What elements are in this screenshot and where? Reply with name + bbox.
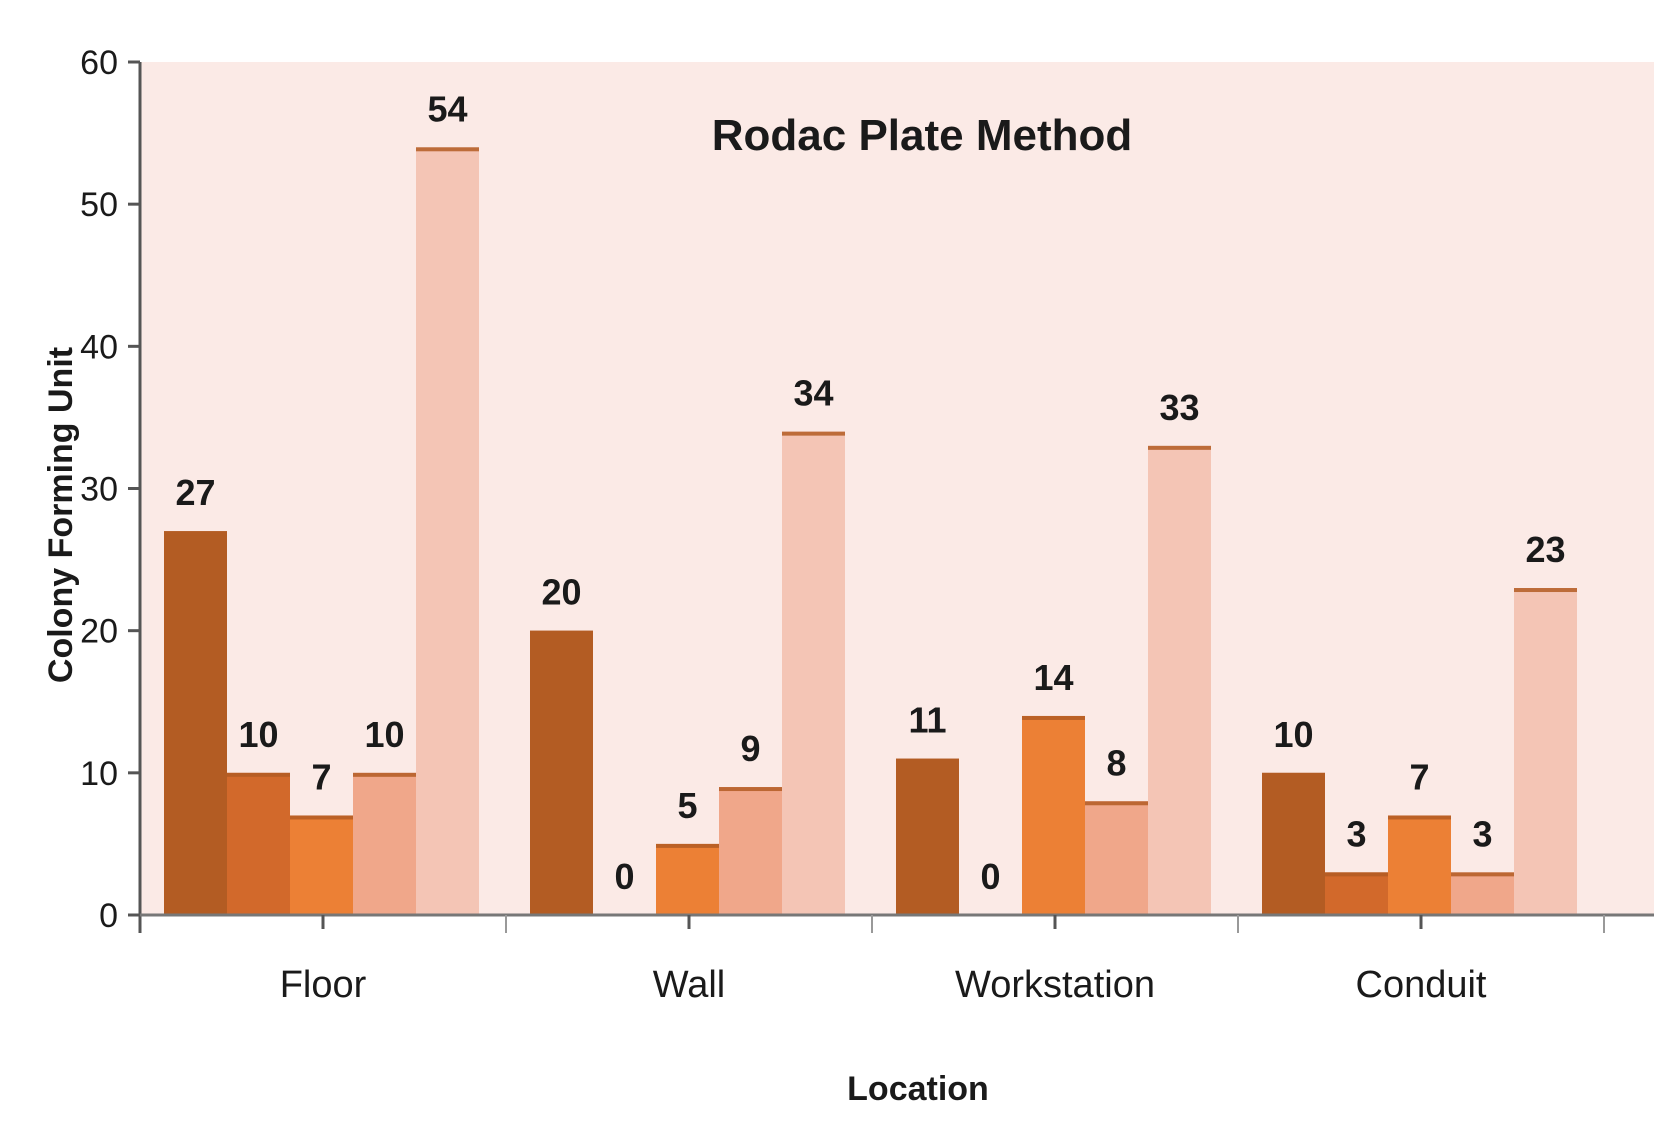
bar-floor-s4 bbox=[353, 772, 416, 915]
bar-cap bbox=[1022, 715, 1085, 720]
y-ticks-layer: 0 10 20 30 40 50 60 bbox=[80, 44, 140, 935]
x-category-label: Floor bbox=[280, 964, 367, 1006]
y-tick-label: 30 bbox=[80, 471, 118, 509]
x-axis-title: Location bbox=[847, 1070, 989, 1108]
bar-floor-s5 bbox=[416, 147, 479, 916]
bar-conduit-s1 bbox=[1262, 772, 1325, 915]
x-categories-layer: Floor Wall Workstation Conduit bbox=[280, 915, 1605, 1006]
x-category-label: Conduit bbox=[1356, 964, 1487, 1006]
y-tick-label: 0 bbox=[99, 897, 118, 935]
bar-cap bbox=[1514, 588, 1577, 593]
data-label: 10 bbox=[1273, 714, 1313, 755]
data-label: 23 bbox=[1525, 529, 1565, 570]
bar-conduit-s4 bbox=[1451, 872, 1514, 915]
data-labels-layer: 27 10 7 10 54 20 0 5 9 34 11 0 14 8 33 10 3 7 3 23 bbox=[175, 88, 1565, 897]
bar-floor-s1 bbox=[164, 531, 227, 915]
x-category-label: Wall bbox=[653, 964, 725, 1006]
bar-cap bbox=[353, 772, 416, 777]
bar-cap bbox=[1085, 801, 1148, 806]
bar-cap bbox=[719, 787, 782, 792]
y-axis-title: Colony Forming Unit bbox=[42, 347, 80, 683]
bar-workstation-s1 bbox=[896, 758, 959, 915]
data-label: 10 bbox=[238, 714, 278, 755]
bar-cap bbox=[1148, 445, 1211, 450]
data-label: 3 bbox=[1346, 813, 1366, 854]
data-label: 20 bbox=[541, 572, 581, 613]
data-label: 10 bbox=[364, 714, 404, 755]
bars-layer bbox=[164, 147, 1577, 916]
bar-conduit-s5 bbox=[1514, 588, 1577, 915]
y-tick-label: 40 bbox=[80, 328, 118, 366]
bar-wall-s3 bbox=[656, 843, 719, 915]
bar-cap bbox=[1325, 872, 1388, 877]
bar-cap bbox=[1262, 772, 1325, 777]
data-label: 34 bbox=[793, 373, 833, 414]
bar-workstation-s3 bbox=[1022, 715, 1085, 915]
bar-cap bbox=[656, 843, 719, 848]
bar-conduit-s2 bbox=[1325, 872, 1388, 915]
x-category-label: Workstation bbox=[955, 964, 1155, 1006]
data-label: 14 bbox=[1033, 657, 1073, 698]
bar-cap bbox=[164, 531, 227, 536]
chart-title: Rodac Plate Method bbox=[712, 111, 1133, 160]
y-tick-label: 20 bbox=[80, 613, 118, 651]
data-label: 9 bbox=[740, 728, 760, 769]
bar-cap bbox=[1451, 872, 1514, 877]
data-label: 3 bbox=[1472, 813, 1492, 854]
bar-cap bbox=[896, 758, 959, 763]
data-label: 7 bbox=[311, 756, 331, 797]
data-label: 0 bbox=[614, 856, 634, 897]
bar-workstation-s5 bbox=[1148, 445, 1211, 915]
bar-cap bbox=[782, 431, 845, 436]
bar-cap bbox=[290, 815, 353, 820]
bar-cap bbox=[530, 630, 593, 635]
data-label: 27 bbox=[175, 472, 215, 513]
data-label: 0 bbox=[980, 856, 1000, 897]
data-label: 33 bbox=[1159, 387, 1199, 428]
data-label: 54 bbox=[427, 88, 467, 129]
data-label: 5 bbox=[677, 785, 697, 826]
bar-cap bbox=[227, 772, 290, 777]
bar-floor-s2 bbox=[227, 772, 290, 915]
bar-workstation-s4 bbox=[1085, 801, 1148, 915]
y-tick-label: 10 bbox=[80, 755, 118, 793]
y-tick-label: 50 bbox=[80, 186, 118, 224]
bar-cap bbox=[416, 147, 479, 152]
bar-cap bbox=[1388, 815, 1451, 820]
data-label: 7 bbox=[1409, 756, 1429, 797]
data-label: 8 bbox=[1106, 742, 1126, 783]
data-label: 11 bbox=[908, 700, 946, 741]
axes-layer bbox=[128, 62, 1654, 933]
y-tick-label: 60 bbox=[80, 44, 118, 82]
bar-wall-s4 bbox=[719, 787, 782, 915]
bar-wall-s1 bbox=[530, 630, 593, 915]
bar-floor-s3 bbox=[290, 815, 353, 915]
bar-conduit-s3 bbox=[1388, 815, 1451, 915]
bar-wall-s5 bbox=[782, 431, 845, 915]
